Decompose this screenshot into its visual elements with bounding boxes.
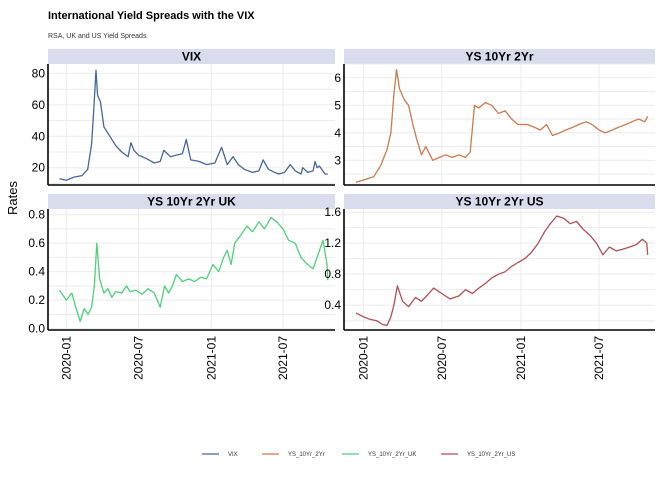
legend-label-3: YS_10Yr_2Yr_UK [368,452,416,458]
panel-strip [344,194,655,209]
legend-label-1: VIX [228,452,238,458]
series-line-1 [59,69,328,181]
chart-subtitle: RSA, UK and US Yield Spreads [48,33,147,40]
y-tick-label: 80 [32,66,46,80]
panel-4: YS 10Yr 2Yr US 0.4 0.8 1.2 1.6 [324,194,655,331]
x-tick-label: 2020-07 [435,336,449,380]
panel-3: YS 10Yr 2Yr UK 0.0 0.2 0.4 0.6 0.8 [28,194,335,336]
y-tick-label: 60 [32,98,46,112]
panel-strip [344,49,655,64]
panels: VIX 20 40 60 80 YS 10Yr 2Yr 3 4 5 6 YS 10Yr 2Yr UK… [28,49,655,336]
y-tick-label: 40 [32,129,46,143]
legend-label-4: YS_10Yr_2Yr_US [467,452,515,458]
panel-strip [48,49,335,64]
series-line-4 [355,215,649,326]
panel-strip-title: YS 10Yr 2Yr [465,50,533,64]
x-tick-label: 2021-01 [514,336,528,380]
y-tick-label: 0.6 [28,236,45,250]
y-tick-label: 6 [334,71,341,85]
panel-strip [48,194,335,209]
x-tick-label: 2020-07 [131,336,145,380]
x-tick-label: 2020-01 [356,336,370,380]
y-axis-label: Rates [5,181,20,215]
legend-label-2: YS_10Yr_2Yr [288,452,325,458]
series-line-2 [355,68,649,183]
x-tick-label: 2021-07 [276,336,290,380]
x-tick-labels: 2020-01 2020-07 2021-01 2021-07 2020-01 2020-… [59,336,606,380]
x-tick-label: 2020-01 [59,336,73,380]
y-tick-label: 0.0 [28,322,45,336]
y-tick-label: 0.4 [324,298,341,312]
y-tick-label: 0.8 [28,208,45,222]
y-tick-label: 0.8 [324,267,341,281]
y-tick-label: 1.2 [324,236,341,250]
panel-2: YS 10Yr 2Yr 3 4 5 6 [334,49,655,186]
panel-strip-title: YS 10Yr 2Yr UK [147,195,236,209]
y-tick-label: 1.6 [324,205,341,219]
chart-title: International Yield Spreads with the VIX [48,10,255,22]
y-tick-label: 0.4 [28,265,45,279]
panel-strip-title: YS 10Yr 2Yr US [455,195,543,209]
x-tick-label: 2021-07 [592,336,606,380]
legend: VIX YS_10Yr_2Yr YS_10Yr_2Yr_UK YS_10Yr_2Yr_… [202,452,515,458]
y-tick-label: 4 [334,126,341,140]
x-tick-label: 2021-01 [204,336,218,380]
y-tick-label: 5 [334,98,341,112]
series-line-3 [58,216,329,323]
panel-strip-title: VIX [182,50,201,64]
y-tick-label: 20 [32,161,46,175]
y-tick-label: 3 [334,153,341,167]
panel-1: VIX 20 40 60 80 [32,49,335,186]
y-tick-label: 0.2 [28,293,45,307]
